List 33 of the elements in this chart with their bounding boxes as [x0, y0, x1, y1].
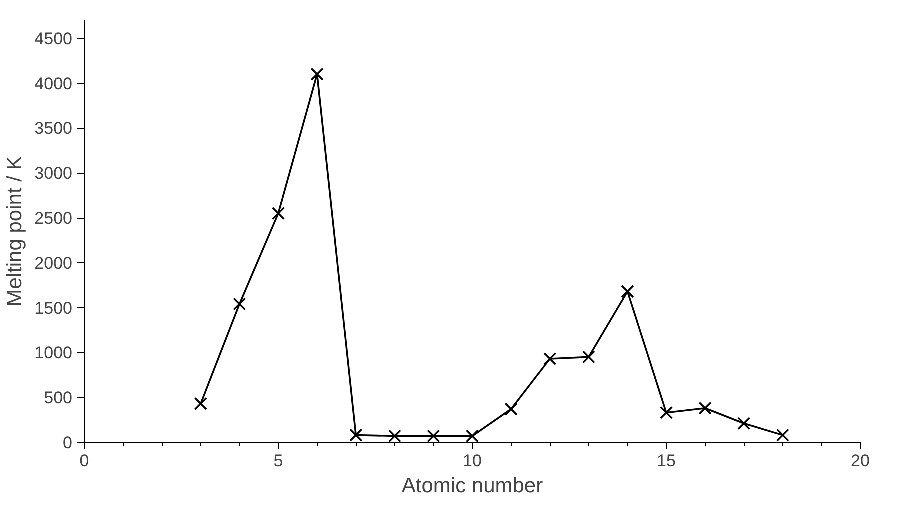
x-tick-label: 10 [463, 452, 482, 470]
y-tick-label: 3500 [34, 119, 73, 138]
y-tick-label: 500 [44, 388, 73, 408]
point [582, 350, 596, 364]
x-tick-label: 15 [657, 452, 676, 470]
y-tick-label: 2000 [34, 254, 73, 273]
x-tick-label: 0 [80, 452, 90, 470]
point [310, 68, 324, 81]
x-axis-title: Atomic number [402, 474, 544, 498]
point [544, 352, 557, 366]
y-tick-label: 4000 [34, 74, 73, 94]
point [194, 397, 208, 410]
y-tick-label: 1500 [34, 298, 73, 318]
point [738, 417, 751, 430]
point [776, 428, 790, 442]
y-tick-label: 2500 [34, 209, 73, 228]
point [388, 430, 402, 442]
point [233, 298, 246, 311]
x-tick-label: 5 [274, 452, 284, 470]
point [504, 402, 518, 416]
y-axis-title: Melting point / K [4, 156, 27, 307]
y-tick-label: 3000 [34, 164, 73, 184]
point [621, 285, 634, 298]
y-tick-label: 0 [63, 434, 73, 452]
point [272, 206, 286, 220]
point [466, 430, 480, 442]
point [350, 428, 363, 442]
point [427, 430, 440, 442]
point [660, 406, 674, 420]
y-tick-label: 4500 [34, 29, 73, 48]
x-tick-label: 20 [851, 452, 870, 470]
point [698, 402, 712, 415]
y-tick-label: 1000 [34, 344, 73, 363]
